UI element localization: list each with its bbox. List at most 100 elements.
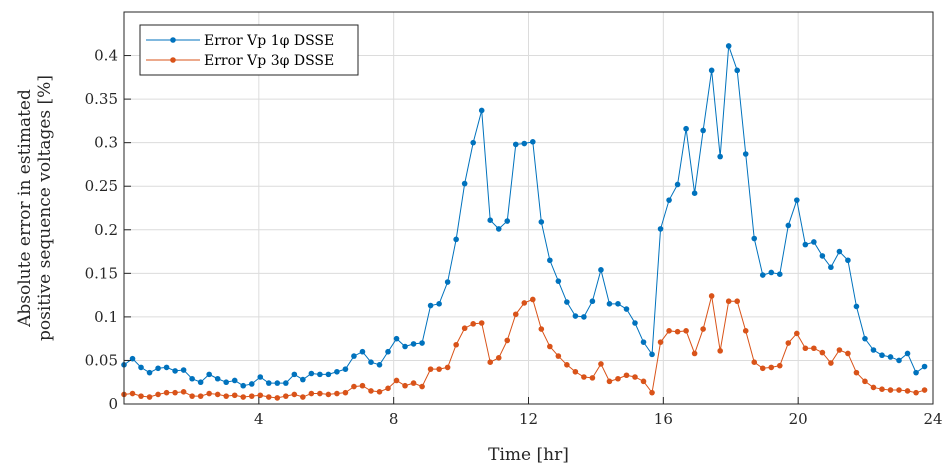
data-point	[717, 348, 723, 354]
data-point	[495, 226, 502, 232]
legend: Error Vp 1φ DSSE Error Vp 3φ DSSE	[139, 24, 359, 76]
data-point	[376, 362, 383, 368]
x-tick-label: 20	[789, 410, 808, 428]
data-point	[538, 326, 545, 332]
data-point	[785, 222, 792, 229]
data-point	[444, 364, 451, 371]
data-point	[547, 257, 553, 264]
data-point	[640, 378, 647, 385]
data-point	[785, 340, 792, 346]
data-point	[725, 43, 732, 49]
data-point	[632, 374, 638, 380]
data-point	[725, 298, 732, 305]
data-point	[606, 301, 613, 307]
data-point	[478, 320, 485, 326]
data-point	[819, 349, 826, 356]
data-point	[853, 303, 860, 310]
y-axis-title-line: Absolute error in estimated	[15, 89, 35, 328]
data-point	[683, 328, 689, 334]
data-point	[351, 353, 357, 359]
data-point	[223, 393, 229, 399]
data-point	[691, 350, 698, 357]
data-point	[521, 300, 528, 306]
data-point	[487, 359, 494, 365]
data-point	[649, 389, 655, 396]
data-point	[708, 67, 715, 74]
data-point	[734, 67, 740, 74]
series-1	[121, 43, 928, 389]
data-point	[776, 271, 783, 278]
data-point	[257, 374, 264, 380]
data-point	[862, 378, 868, 385]
data-point	[283, 380, 289, 386]
x-axis-title: Time [hr]	[488, 445, 569, 465]
data-point	[487, 217, 494, 223]
data-point	[155, 391, 161, 398]
data-point	[921, 387, 928, 393]
data-point	[828, 264, 834, 271]
y-tick-label: 0.2	[94, 221, 118, 239]
data-point	[623, 306, 630, 312]
data-point	[402, 343, 408, 350]
data-point	[555, 353, 562, 359]
data-point	[589, 375, 596, 381]
x-tick-label: 4	[254, 410, 264, 428]
data-point	[368, 359, 374, 365]
data-point	[146, 369, 153, 376]
data-point	[214, 391, 221, 398]
data-point	[342, 389, 349, 396]
data-point	[845, 350, 851, 357]
data-point	[674, 181, 681, 188]
data-point	[759, 365, 766, 372]
data-point	[325, 371, 332, 378]
data-point	[606, 378, 613, 385]
data-point	[248, 393, 255, 399]
y-axis-tick-labels: 0 0.05 0.1 0.15 0.2 0.25 0.3 0.35 0.4	[85, 47, 118, 413]
data-point	[351, 383, 357, 390]
data-point	[453, 236, 459, 243]
data-point	[802, 241, 809, 248]
data-point	[674, 328, 681, 335]
data-point	[138, 393, 144, 399]
data-point	[632, 320, 638, 326]
data-point	[615, 375, 621, 382]
data-point	[836, 248, 843, 255]
data-point	[913, 389, 919, 396]
data-point	[470, 139, 476, 146]
data-point	[666, 328, 672, 334]
data-point	[291, 391, 298, 398]
data-point	[530, 139, 536, 145]
series-2	[121, 293, 928, 401]
data-point	[836, 347, 843, 353]
data-point	[921, 363, 928, 370]
data-point	[887, 387, 894, 393]
data-point	[691, 190, 698, 196]
data-point	[896, 357, 902, 364]
data-point	[189, 393, 195, 399]
data-point	[376, 389, 383, 395]
data-point	[828, 360, 834, 366]
data-point	[751, 359, 758, 365]
data-point	[879, 352, 885, 359]
data-point	[811, 345, 817, 352]
data-point	[461, 325, 468, 332]
data-point	[862, 335, 868, 342]
data-point	[453, 341, 459, 348]
y-tick-label: 0.4	[94, 47, 118, 65]
data-point	[368, 388, 374, 394]
data-point	[231, 392, 238, 399]
data-point	[334, 390, 340, 397]
y-tick-label: 0	[108, 395, 118, 413]
data-point	[913, 369, 919, 376]
y-axis-title-line: positive sequence voltages [%]	[35, 75, 55, 341]
data-point	[461, 180, 468, 187]
data-point	[802, 345, 809, 352]
data-point	[427, 302, 434, 309]
series-line	[123, 45, 925, 387]
data-point	[700, 326, 706, 332]
data-point	[359, 348, 366, 355]
data-point	[794, 330, 800, 337]
data-point	[436, 301, 442, 307]
x-tick-label: 16	[654, 410, 673, 428]
